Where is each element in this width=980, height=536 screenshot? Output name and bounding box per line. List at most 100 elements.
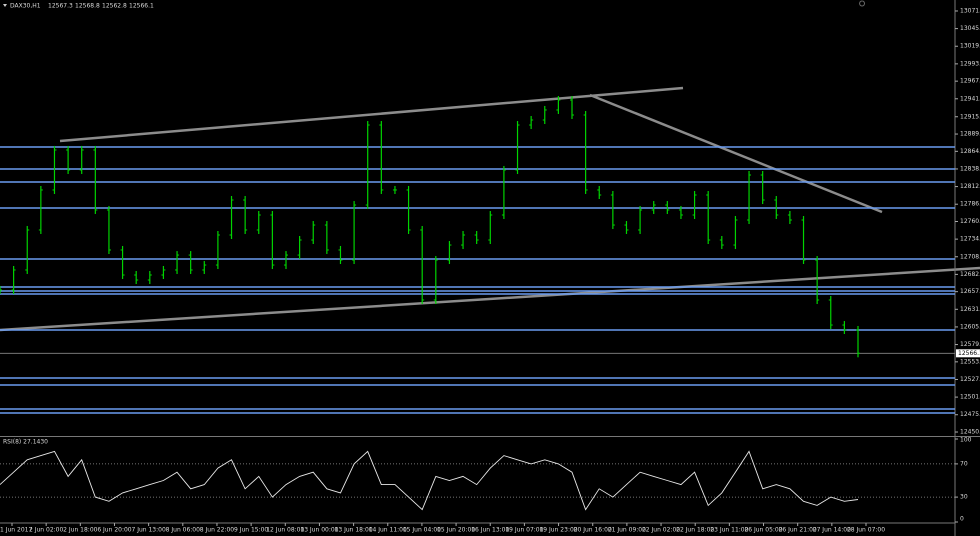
x-tick-label: 8 Jun 22:00 — [200, 527, 234, 534]
price-bar — [815, 256, 820, 305]
high: 12568.8 — [75, 3, 100, 10]
symbol: DAX30,H1 — [10, 3, 41, 10]
price-bar — [215, 230, 220, 270]
y-tick-label: 12993.0 — [960, 60, 980, 67]
price-bar — [610, 190, 615, 230]
price-bar — [243, 196, 248, 234]
x-tick-label: 15 Jun 20:00 — [437, 527, 475, 534]
y-tick-label: 12915.0 — [960, 113, 980, 120]
open: 12567.3 — [48, 3, 73, 10]
rsi-tick-label: 70 — [960, 460, 968, 467]
x-tick-label: 22 Jun 02:00 — [642, 527, 680, 534]
price-bar — [597, 185, 602, 199]
x-tick-label: 9 Jun 15:00 — [234, 527, 268, 534]
y-tick-label: 12657.0 — [960, 288, 980, 295]
price-bar — [93, 145, 98, 214]
price-bar — [66, 145, 71, 174]
y-tick-label: 12708.5 — [960, 253, 980, 260]
price-bar — [719, 236, 724, 250]
rsi-tick-label: 0 — [960, 516, 964, 523]
y-tick-label: 12889.5 — [960, 131, 980, 138]
x-tick-label: 7 Jun 13:00 — [131, 527, 165, 534]
price-bar — [284, 251, 288, 270]
price-bar — [256, 210, 261, 234]
y-tick-label: 12631.0 — [960, 306, 980, 313]
price-bar — [420, 225, 425, 305]
price-bar — [856, 325, 860, 358]
price-bar — [461, 230, 466, 250]
y-tick-label: 12838.0 — [960, 165, 980, 172]
price-bar — [147, 270, 152, 285]
price-bar — [583, 110, 588, 194]
y-tick-label: 12760.5 — [960, 218, 980, 225]
price-bar — [352, 201, 357, 265]
y-tick-label: 12941.5 — [960, 95, 980, 102]
price-bar — [229, 196, 234, 239]
chart-icon[interactable] — [859, 0, 866, 7]
price-bar — [665, 201, 670, 214]
price-bar — [338, 245, 343, 265]
price-bar — [379, 121, 384, 194]
last-price-label: 12566.1 — [958, 350, 980, 357]
price-bar — [392, 185, 397, 194]
close: 12566.1 — [129, 3, 154, 10]
x-tick-label: 2 Jun 18:00 — [63, 527, 97, 534]
x-tick-label: 6 Jun 20:00 — [97, 527, 131, 534]
y-tick-label: 13045.0 — [960, 25, 980, 32]
x-tick-label: 16 Jun 13:00 — [471, 527, 509, 534]
y-tick-label: 12786.0 — [960, 201, 980, 208]
y-tick-label: 12864.0 — [960, 148, 980, 155]
price-bar — [747, 170, 752, 225]
price-bar — [801, 216, 806, 265]
x-tick-label: 2 Jun 02:00 — [29, 527, 63, 534]
price-bar — [11, 265, 16, 294]
price-bar — [120, 245, 125, 279]
x-tick-label: 13 Jun 18:00 — [335, 527, 373, 534]
y-tick-label: 12734.5 — [960, 236, 980, 243]
y-tick-label: 12682.5 — [960, 271, 980, 278]
price-bar — [515, 121, 520, 174]
x-tick-label: 20 Jun 16:00 — [574, 527, 612, 534]
last-price-box — [956, 349, 980, 358]
rsi-tick-label: 100 — [960, 437, 972, 444]
price-bar — [106, 205, 111, 254]
price-bar — [447, 241, 452, 265]
rsi-tick-label: 30 — [960, 494, 968, 501]
x-tick-label: 26 Jun 05:00 — [744, 527, 782, 534]
price-bar — [365, 121, 370, 210]
y-tick-label: 12501.5 — [960, 394, 980, 401]
price-bar — [161, 265, 166, 279]
price-bar — [529, 116, 534, 130]
price-bar — [542, 105, 547, 125]
y-tick-label: 12475.5 — [960, 411, 980, 418]
x-tick-label: 14 Jun 11:00 — [369, 527, 407, 534]
y-tick-label: 12967.5 — [960, 78, 980, 85]
price-bar — [501, 165, 506, 219]
menu-arrow[interactable] — [3, 4, 7, 7]
x-tick-label: 8 Jun 06:00 — [166, 527, 200, 534]
price-bar — [842, 321, 847, 334]
trendline — [589, 93, 883, 214]
price-bar — [25, 225, 30, 274]
price-bar — [433, 256, 438, 305]
x-tick-label: 19 Jun 07:00 — [505, 527, 543, 534]
rsi-line — [0, 450, 859, 511]
price-bar — [624, 221, 629, 234]
x-tick-label: 21 Jun 09:00 — [608, 527, 646, 534]
y-tick-label: 12605.0 — [960, 323, 980, 330]
rsi-label: RSI(8) 27.1430 — [3, 439, 48, 446]
price-bar — [52, 145, 57, 194]
price-bar — [828, 296, 833, 330]
x-tick-label: 27 Jun 14:00 — [813, 527, 851, 534]
x-tick-label: 22 Jun 18:00 — [676, 527, 714, 534]
low: 12562.8 — [102, 3, 127, 10]
y-tick-label: 12812.0 — [960, 183, 980, 190]
price-bar — [488, 210, 493, 245]
x-tick-label: 13 Jun 00:00 — [300, 527, 338, 534]
x-tick-label: 26 Jun 21:00 — [779, 527, 817, 534]
price-bar — [692, 190, 697, 219]
y-tick-label: 13071.0 — [960, 7, 980, 14]
price-bar — [202, 261, 207, 274]
